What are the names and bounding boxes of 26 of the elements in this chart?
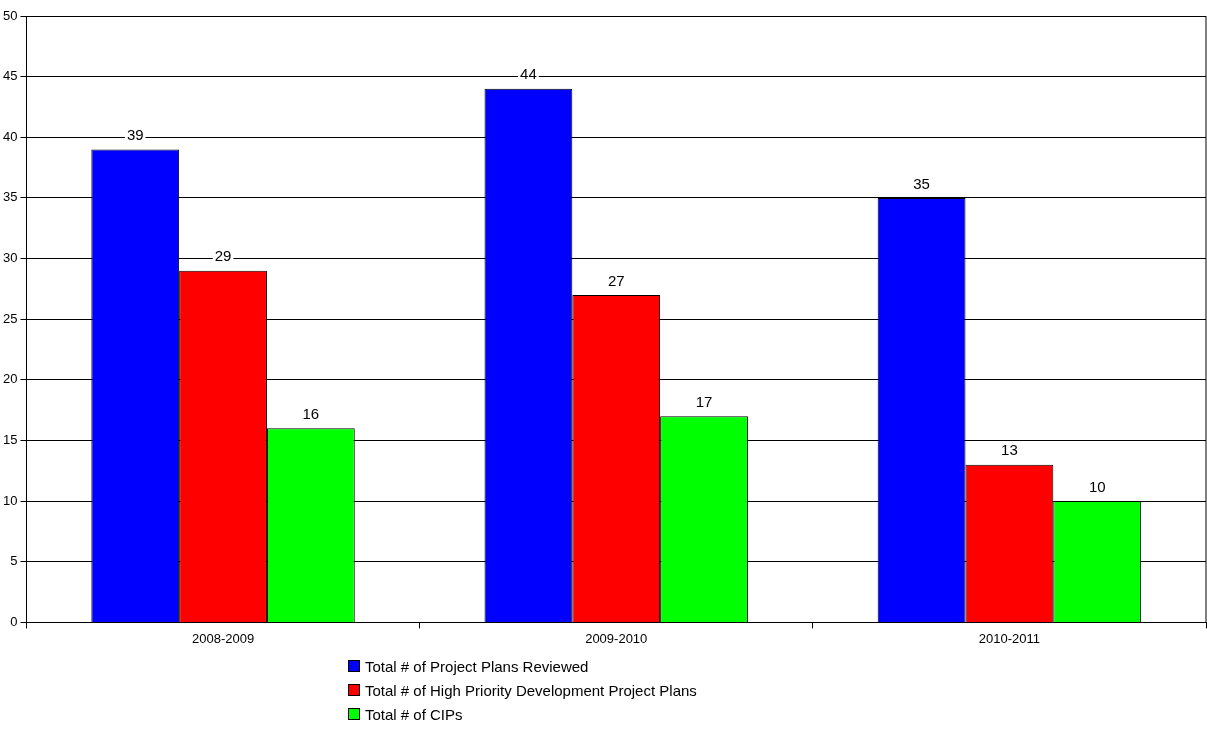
y-tick-label: 45 (2, 68, 18, 84)
legend-label: Total # of High Priority Development Project Plans (365, 681, 697, 699)
x-tick-label: 2010-2011 (978, 630, 1041, 646)
y-tick-label: 35 (2, 189, 18, 205)
y-tick-label: 20 (2, 371, 18, 387)
x-tick-label: 2009-2010 (585, 630, 648, 646)
y-tick-label: 40 (2, 128, 18, 144)
legend-label: Total # of Project Plans Reviewed (365, 657, 589, 675)
y-tick-label: 50 (2, 7, 18, 23)
data-label: 16 (302, 404, 320, 422)
data-label: 10 (1088, 477, 1106, 495)
data-label: 17 (695, 392, 713, 410)
y-tick-label: 15 (2, 432, 18, 448)
y-tick-label: 0 (10, 613, 18, 629)
data-label: 35 (913, 174, 930, 192)
data-label: 13 (1001, 441, 1018, 459)
data-label: 44 (520, 65, 537, 83)
data-label: 27 (607, 271, 625, 289)
y-tick-label: 30 (2, 250, 18, 266)
y-tick-label: 5 (10, 553, 18, 569)
x-tick-label: 2008-2009 (191, 630, 255, 646)
y-tick-label: 10 (2, 492, 18, 508)
y-tick-label: 25 (2, 310, 18, 326)
data-label: 39 (126, 126, 144, 144)
legend-label: Total # of CIPs (365, 705, 463, 723)
data-label: 29 (214, 247, 232, 265)
